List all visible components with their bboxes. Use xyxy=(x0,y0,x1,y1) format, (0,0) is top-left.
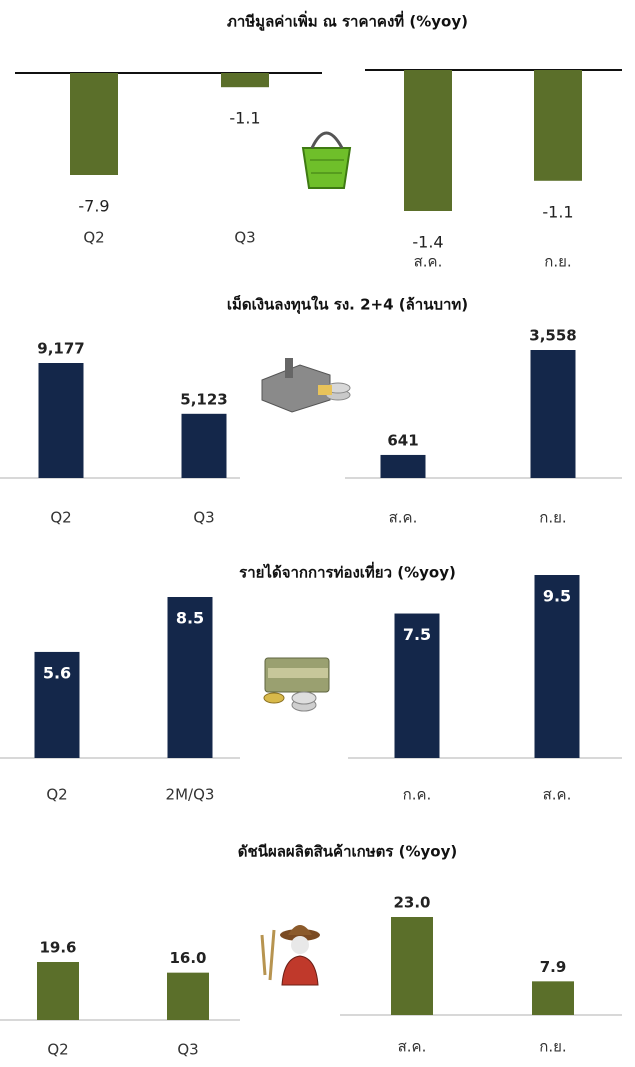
category-label: ก.ย. xyxy=(539,509,566,527)
value-label: 9,177 xyxy=(37,340,84,358)
category-label: ส.ค. xyxy=(543,786,572,804)
value-label: 5,123 xyxy=(180,390,227,408)
bar xyxy=(34,651,80,758)
chart-title: ดัชนีผลผลิตสินค้าเกษตร (%yoy) xyxy=(238,843,457,861)
bar xyxy=(380,454,426,478)
value-label: 7.5 xyxy=(403,625,431,644)
category-label: Q2 xyxy=(83,229,104,247)
bar xyxy=(37,962,79,1020)
bar xyxy=(38,363,84,478)
basket-icon xyxy=(301,131,352,189)
value-label: 9.5 xyxy=(543,587,571,606)
value-label: 19.6 xyxy=(39,939,76,957)
category-label: Q3 xyxy=(234,229,255,247)
bar xyxy=(404,70,452,211)
category-label: ก.ค. xyxy=(403,786,432,804)
category-label: 2M/Q3 xyxy=(166,786,215,804)
value-label: 16.0 xyxy=(169,949,206,967)
bar xyxy=(391,917,433,1015)
money-icon xyxy=(263,657,330,712)
bar xyxy=(530,350,576,478)
category-label: Q2 xyxy=(50,509,71,527)
bar xyxy=(167,972,209,1020)
farmer-icon xyxy=(260,925,320,986)
value-label: -1.1 xyxy=(229,109,260,128)
category-label: Q3 xyxy=(193,509,214,527)
category-label: ส.ค. xyxy=(398,1038,427,1056)
value-label: 5.6 xyxy=(43,663,71,682)
category-label: ส.ค. xyxy=(389,509,418,527)
value-label: 3,558 xyxy=(529,327,576,345)
chart-title: ภาษีมูลค่าเพิ่ม ณ ราคาคงที่ (%yoy) xyxy=(227,11,468,32)
chart-title: เม็ดเงินลงทุนใน รง. 2+4 (ล้านบาท) xyxy=(227,295,468,315)
value-label: 23.0 xyxy=(393,894,430,912)
value-label: 641 xyxy=(387,431,418,449)
chart-title: รายได้จากการท่องเที่ยว (%yoy) xyxy=(239,562,456,582)
value-label: -1.1 xyxy=(542,202,573,221)
category-label: Q2 xyxy=(47,1041,68,1059)
bar xyxy=(167,597,213,758)
factory-icon xyxy=(261,358,351,413)
value-label: -1.4 xyxy=(412,233,443,252)
category-label: ส.ค. xyxy=(414,253,443,271)
bar xyxy=(70,73,118,175)
bar xyxy=(221,73,269,88)
bar xyxy=(534,575,580,758)
category-label: ก.ย. xyxy=(544,253,571,271)
bar xyxy=(181,413,227,478)
bar xyxy=(532,981,574,1015)
value-label: -7.9 xyxy=(78,197,109,216)
bar xyxy=(394,613,440,758)
value-label: 8.5 xyxy=(176,609,204,628)
bar xyxy=(534,70,582,181)
category-label: Q2 xyxy=(46,786,67,804)
category-label: ก.ย. xyxy=(539,1038,566,1056)
value-label: 7.9 xyxy=(540,958,567,976)
category-label: Q3 xyxy=(177,1041,198,1059)
